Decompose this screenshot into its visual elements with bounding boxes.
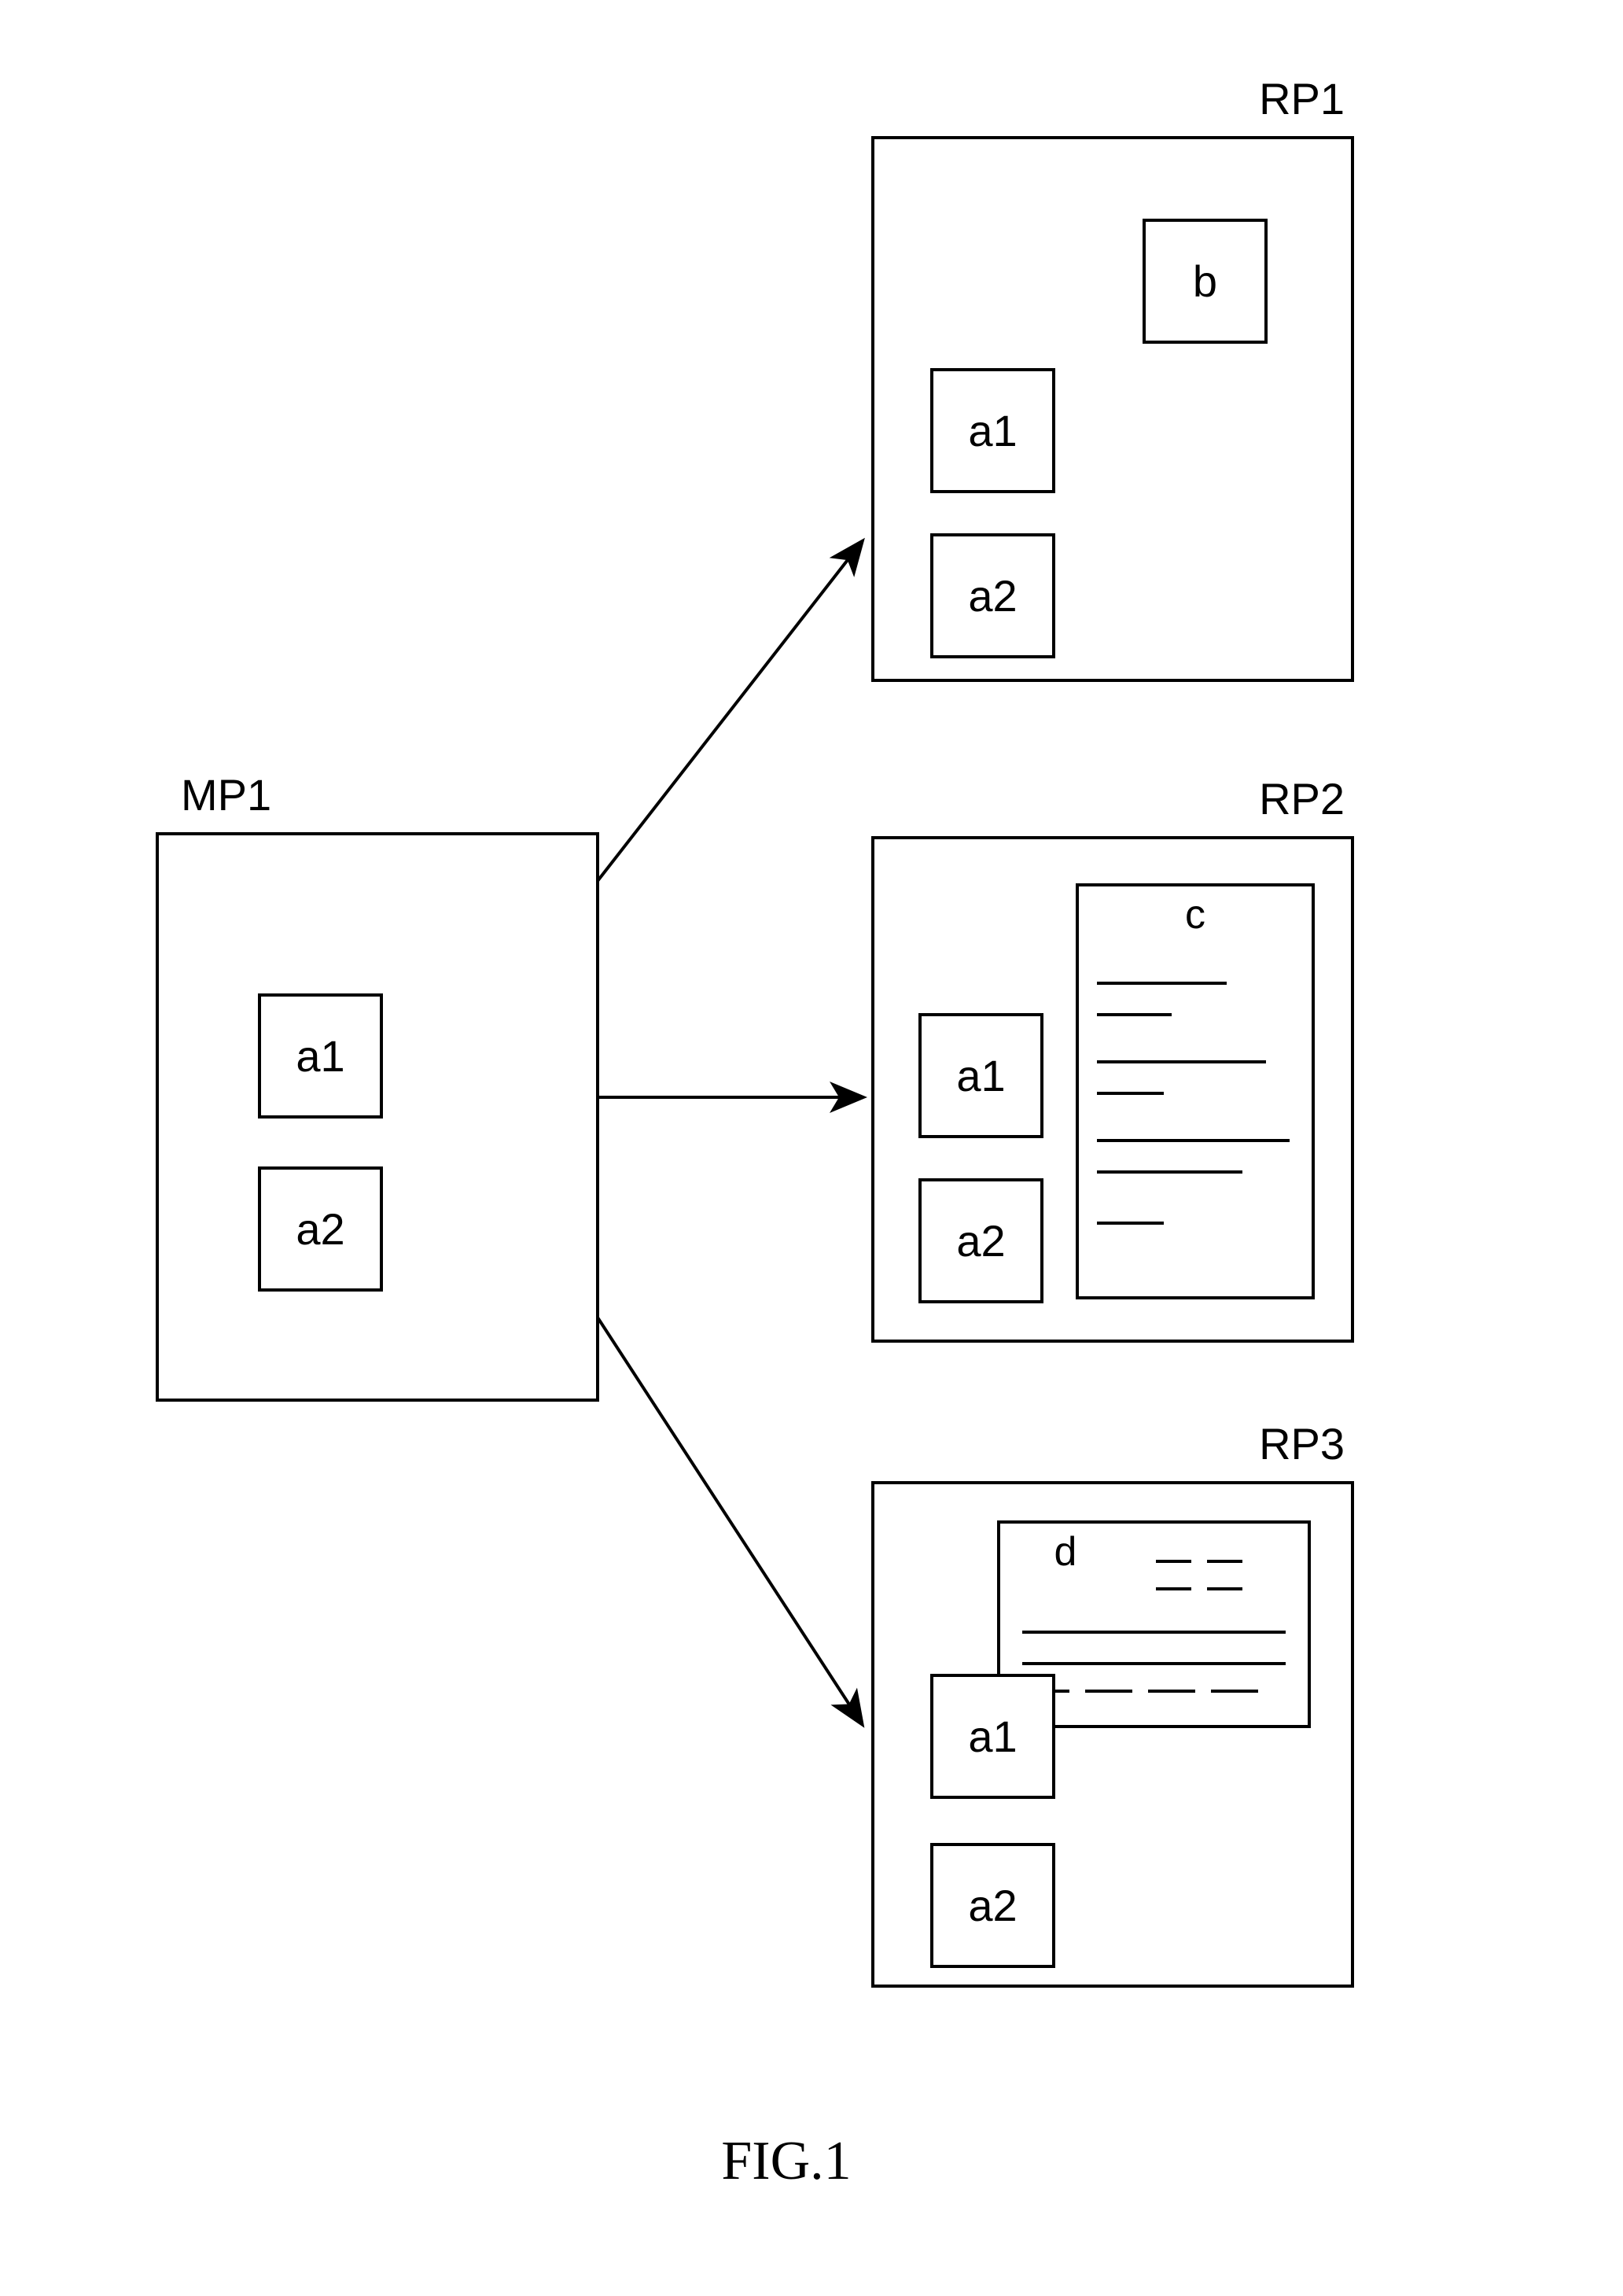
rp1-a1-label: a1 <box>968 406 1017 455</box>
rp3-label: RP3 <box>1259 1419 1345 1469</box>
rp2-c-panel <box>1077 885 1313 1298</box>
rp3-a2-label: a2 <box>968 1881 1017 1930</box>
rp3-d-label: d <box>1054 1529 1077 1575</box>
rp1-b-label: b <box>1193 256 1217 306</box>
rp2-label: RP2 <box>1259 774 1345 824</box>
rp1-label: RP1 <box>1259 74 1345 123</box>
arrow-to-rp3 <box>598 1318 861 1723</box>
mp1-a1-label: a1 <box>296 1031 344 1081</box>
rp2-a2-label: a2 <box>956 1216 1005 1266</box>
rp2-c-label: c <box>1185 892 1205 938</box>
rp1-a2-label: a2 <box>968 571 1017 621</box>
mp1-a2-label: a2 <box>296 1204 344 1254</box>
rp2-a1-label: a1 <box>956 1051 1005 1100</box>
rp3-a1-label: a1 <box>968 1712 1017 1761</box>
mp1-label: MP1 <box>181 770 271 820</box>
figure-label: FIG.1 <box>721 2131 851 2191</box>
arrow-to-rp1 <box>598 543 861 881</box>
